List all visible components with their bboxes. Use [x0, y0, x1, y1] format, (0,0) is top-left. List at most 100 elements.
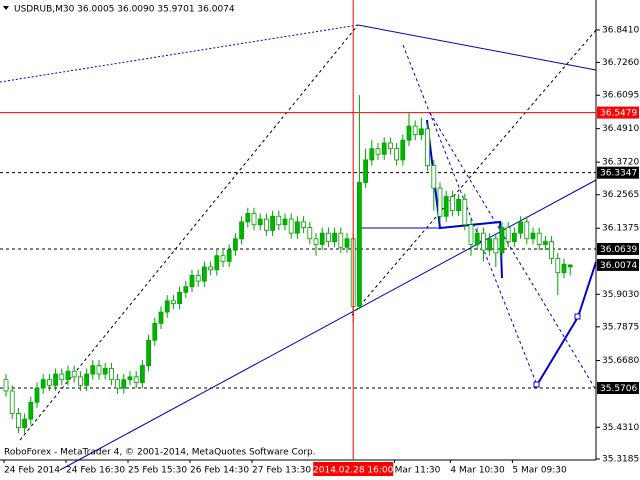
candle-body	[480, 232, 486, 251]
plot	[0, 95, 596, 434]
candle-body	[109, 368, 114, 381]
x-tick-label: 5 Mar 09:30	[512, 466, 567, 476]
candle-body	[536, 232, 542, 245]
candle-body	[549, 241, 554, 259]
candle-body	[257, 218, 263, 226]
candle-body	[394, 148, 400, 161]
candle-body	[47, 379, 52, 386]
candle-body	[387, 142, 393, 150]
candle-body	[183, 286, 189, 293]
candle-body	[567, 264, 573, 268]
candle-body	[96, 365, 102, 375]
x-tick-label: 4 Mar 10:30	[450, 466, 505, 476]
candle-body	[493, 238, 499, 254]
candle-body	[288, 218, 294, 234]
candle-body	[406, 125, 412, 141]
candle-body	[195, 275, 201, 282]
candle-body	[139, 365, 145, 383]
candle-body	[15, 413, 21, 428]
y-tick-label: 35.6680	[602, 356, 639, 366]
forecast-point	[533, 381, 540, 388]
candle-body	[90, 365, 96, 375]
candle-body	[437, 187, 443, 217]
y-tick-label: 36.7260	[602, 58, 639, 68]
y-tick-label: 35.4310	[602, 423, 639, 433]
candle-body	[276, 215, 282, 226]
analysis-drawings	[0, 24, 597, 471]
level-label: 36.0639	[600, 245, 637, 255]
candle-body	[245, 213, 251, 223]
candle-body	[3, 379, 9, 392]
x-tick-label: 25 Feb 15:30	[128, 466, 187, 476]
candle-body	[158, 311, 164, 324]
candle-body	[512, 232, 517, 243]
candle-body	[170, 300, 176, 305]
candle-body	[251, 213, 257, 226]
candle-body	[270, 215, 276, 231]
candle-body	[474, 232, 480, 245]
candle-body	[232, 238, 238, 251]
candle-body	[201, 266, 207, 282]
candle-body	[518, 221, 523, 234]
wave-line	[429, 112, 597, 391]
candle-body	[127, 376, 133, 381]
y-tick-label: 36.8410	[602, 26, 639, 36]
candle-body	[239, 221, 245, 240]
candle-body	[84, 373, 89, 386]
candle-body	[543, 241, 548, 245]
candle-body	[338, 232, 344, 248]
candle-body	[152, 322, 158, 341]
candle-body	[146, 339, 152, 367]
candle-body	[375, 148, 381, 155]
candle-body	[449, 196, 455, 212]
candle-body	[65, 370, 71, 381]
candle-body	[22, 418, 28, 428]
level-label-box	[597, 242, 639, 255]
wave-line	[402, 44, 538, 386]
candle-body	[561, 263, 567, 274]
candle-body	[214, 255, 220, 271]
candle-body	[369, 148, 375, 161]
candle-body	[78, 376, 83, 386]
crosshair-label: 2014.02.28 16:00	[313, 466, 394, 476]
y-tick-label: 35.9030	[602, 290, 639, 300]
x-tick-label: 24 Feb 16:30	[66, 466, 125, 476]
candle-body	[363, 159, 369, 183]
candle-body	[40, 379, 46, 389]
candle-body	[356, 182, 362, 307]
candle-body	[431, 165, 437, 189]
x-tick-label: 27 Feb 13:30	[252, 466, 311, 476]
y-tick-label: 36.4910	[602, 124, 639, 134]
candle-body	[9, 390, 15, 414]
candle-body	[28, 401, 34, 420]
candle-body	[263, 218, 269, 231]
forecast-point	[574, 313, 581, 320]
y-tick-label: 36.3720	[602, 158, 639, 168]
level-label-box	[597, 106, 639, 119]
candle-body	[487, 238, 493, 251]
candle-body	[189, 275, 195, 288]
candle-body	[381, 142, 387, 155]
candle-body	[34, 387, 40, 403]
candle-body	[294, 221, 300, 234]
level-label-box	[597, 166, 639, 179]
x-tick-label: Mar 11:30	[395, 466, 441, 476]
candle-body	[462, 198, 468, 226]
x-tick-label: 26 Feb 14:30	[190, 466, 249, 476]
candle-body	[208, 266, 214, 271]
fan-line	[0, 24, 359, 83]
trend-line	[59, 179, 597, 471]
candle-body	[555, 258, 561, 274]
crosshair-label-box	[313, 462, 394, 476]
candle-body	[226, 249, 232, 262]
candle-body	[307, 227, 313, 240]
candle-body	[115, 379, 120, 389]
candle-body	[59, 373, 65, 381]
candle-body	[499, 227, 505, 254]
trend-line	[357, 24, 597, 71]
candle-body	[220, 255, 226, 262]
candle-body	[133, 376, 139, 383]
candle-body	[325, 232, 331, 243]
candle-body	[530, 232, 536, 240]
